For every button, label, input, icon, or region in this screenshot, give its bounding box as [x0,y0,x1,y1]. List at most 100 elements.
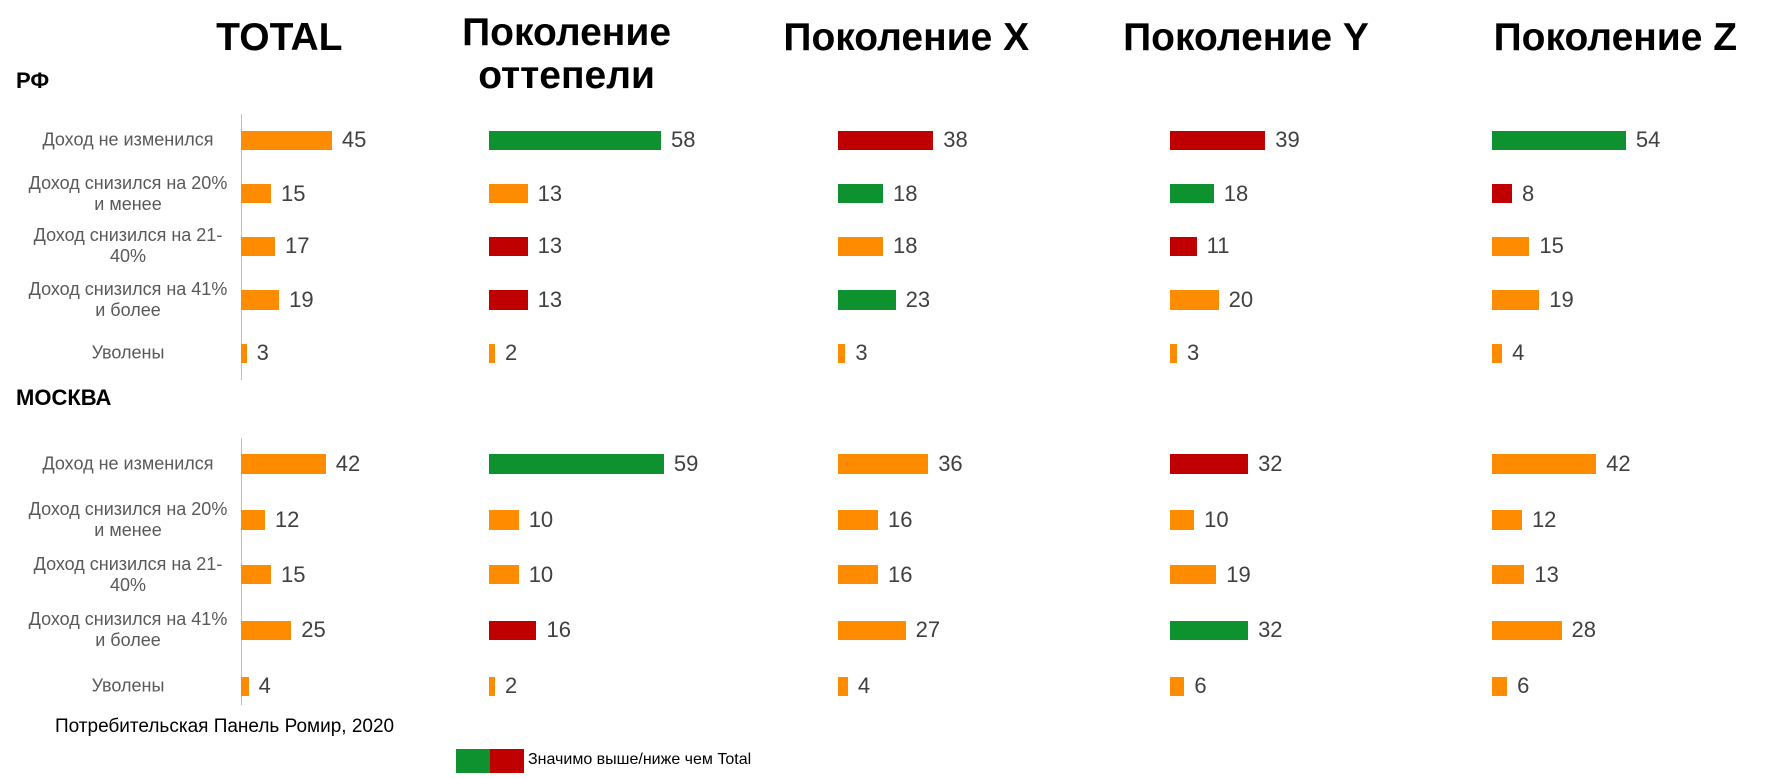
value-label: 42 [1606,450,1631,476]
value-label: 17 [285,233,310,259]
value-label: 11 [1206,233,1230,259]
bar [837,184,884,204]
bar [1169,236,1197,256]
category-label: Доход снизился на 41% и более [28,609,228,651]
category-label: Уволены [91,342,165,363]
bar [240,620,292,641]
region-title: МОСКВА [16,385,112,411]
bar [489,454,664,474]
bar [489,676,495,696]
value-label: 8 [1522,180,1535,206]
bar [837,236,884,256]
bar [489,564,519,585]
value-label: 3 [855,340,868,366]
value-label: 6 [1194,673,1207,699]
bar [240,510,265,530]
bar [489,510,519,530]
bar [489,184,528,204]
column-title: TOTAL [216,15,343,59]
bar [1492,184,1513,204]
bar [240,564,271,585]
legend-swatch [490,748,525,773]
bar [837,564,879,585]
value-label: 23 [905,286,931,312]
value-label: 36 [938,450,963,476]
bar [837,510,879,530]
bar [1169,620,1249,641]
bar [240,343,247,364]
bar [837,290,896,310]
value-label: 10 [1204,506,1229,532]
value-label: 54 [1635,127,1661,153]
value-label: 25 [301,617,326,643]
bar [489,236,528,256]
value-label: 2 [504,673,518,699]
column-title: Поколение X [783,15,1030,59]
value-label: 10 [528,561,554,587]
value-label: 19 [1549,286,1574,312]
legend-swatch [456,748,491,773]
category-label: Доход снизился на 21-40% [33,553,223,595]
value-label: 4 [258,673,271,699]
value-label: 38 [943,127,968,153]
value-label: 45 [341,127,367,153]
value-label: 16 [546,617,571,643]
bar [837,343,846,364]
value-label: 2 [504,340,518,366]
region-title: РФ [16,68,50,94]
value-label: 15 [1539,233,1564,259]
bar [1492,676,1508,696]
bar [1169,130,1266,150]
bar [489,343,495,364]
bar [1169,564,1217,585]
value-label: 39 [1275,127,1300,153]
bar [1492,620,1562,641]
category-label: Доход не изменился [42,129,214,150]
value-label: 20 [1228,286,1254,312]
bar [1169,343,1177,364]
value-label: 12 [274,506,300,532]
value-label: 19 [289,286,314,312]
value-label: 16 [888,506,913,532]
bar [1169,676,1185,696]
category-label: Доход снизился на 41% и более [28,278,228,320]
value-label: 27 [915,617,941,643]
bar [489,130,661,150]
value-label: 4 [857,673,871,699]
value-label: 6 [1517,673,1530,699]
bar [837,454,929,474]
category-label: Доход не изменился [42,453,214,474]
value-label: 59 [673,450,699,476]
bar [1492,343,1503,364]
value-label: 4 [1512,340,1525,366]
value-label: 18 [893,180,918,206]
value-label: 15 [280,561,306,587]
value-label: 12 [1531,506,1557,532]
bar [489,620,537,641]
value-label: 13 [537,286,563,312]
value-label: 58 [670,127,696,153]
bar [240,184,271,204]
category-label: Доход снизился на 20% и менее [28,498,228,540]
value-label: 3 [256,340,269,366]
bar [837,620,906,641]
value-label: 18 [1223,180,1249,206]
bar [240,290,280,310]
value-label: 16 [888,561,913,587]
bar [1492,290,1540,310]
value-label: 10 [528,506,554,532]
bar [240,676,249,696]
bar [1169,290,1219,310]
value-label: 13 [537,180,563,206]
column-title: Поколение оттепели [462,11,672,98]
bar [1169,454,1249,474]
bar [1492,510,1522,530]
bar [240,454,326,474]
bar [489,290,528,310]
value-label: 13 [1534,561,1559,587]
category-label: Уволены [91,675,165,696]
value-label: 32 [1258,450,1283,476]
value-label: 13 [537,233,563,259]
column-title: Поколение Y [1123,15,1369,59]
